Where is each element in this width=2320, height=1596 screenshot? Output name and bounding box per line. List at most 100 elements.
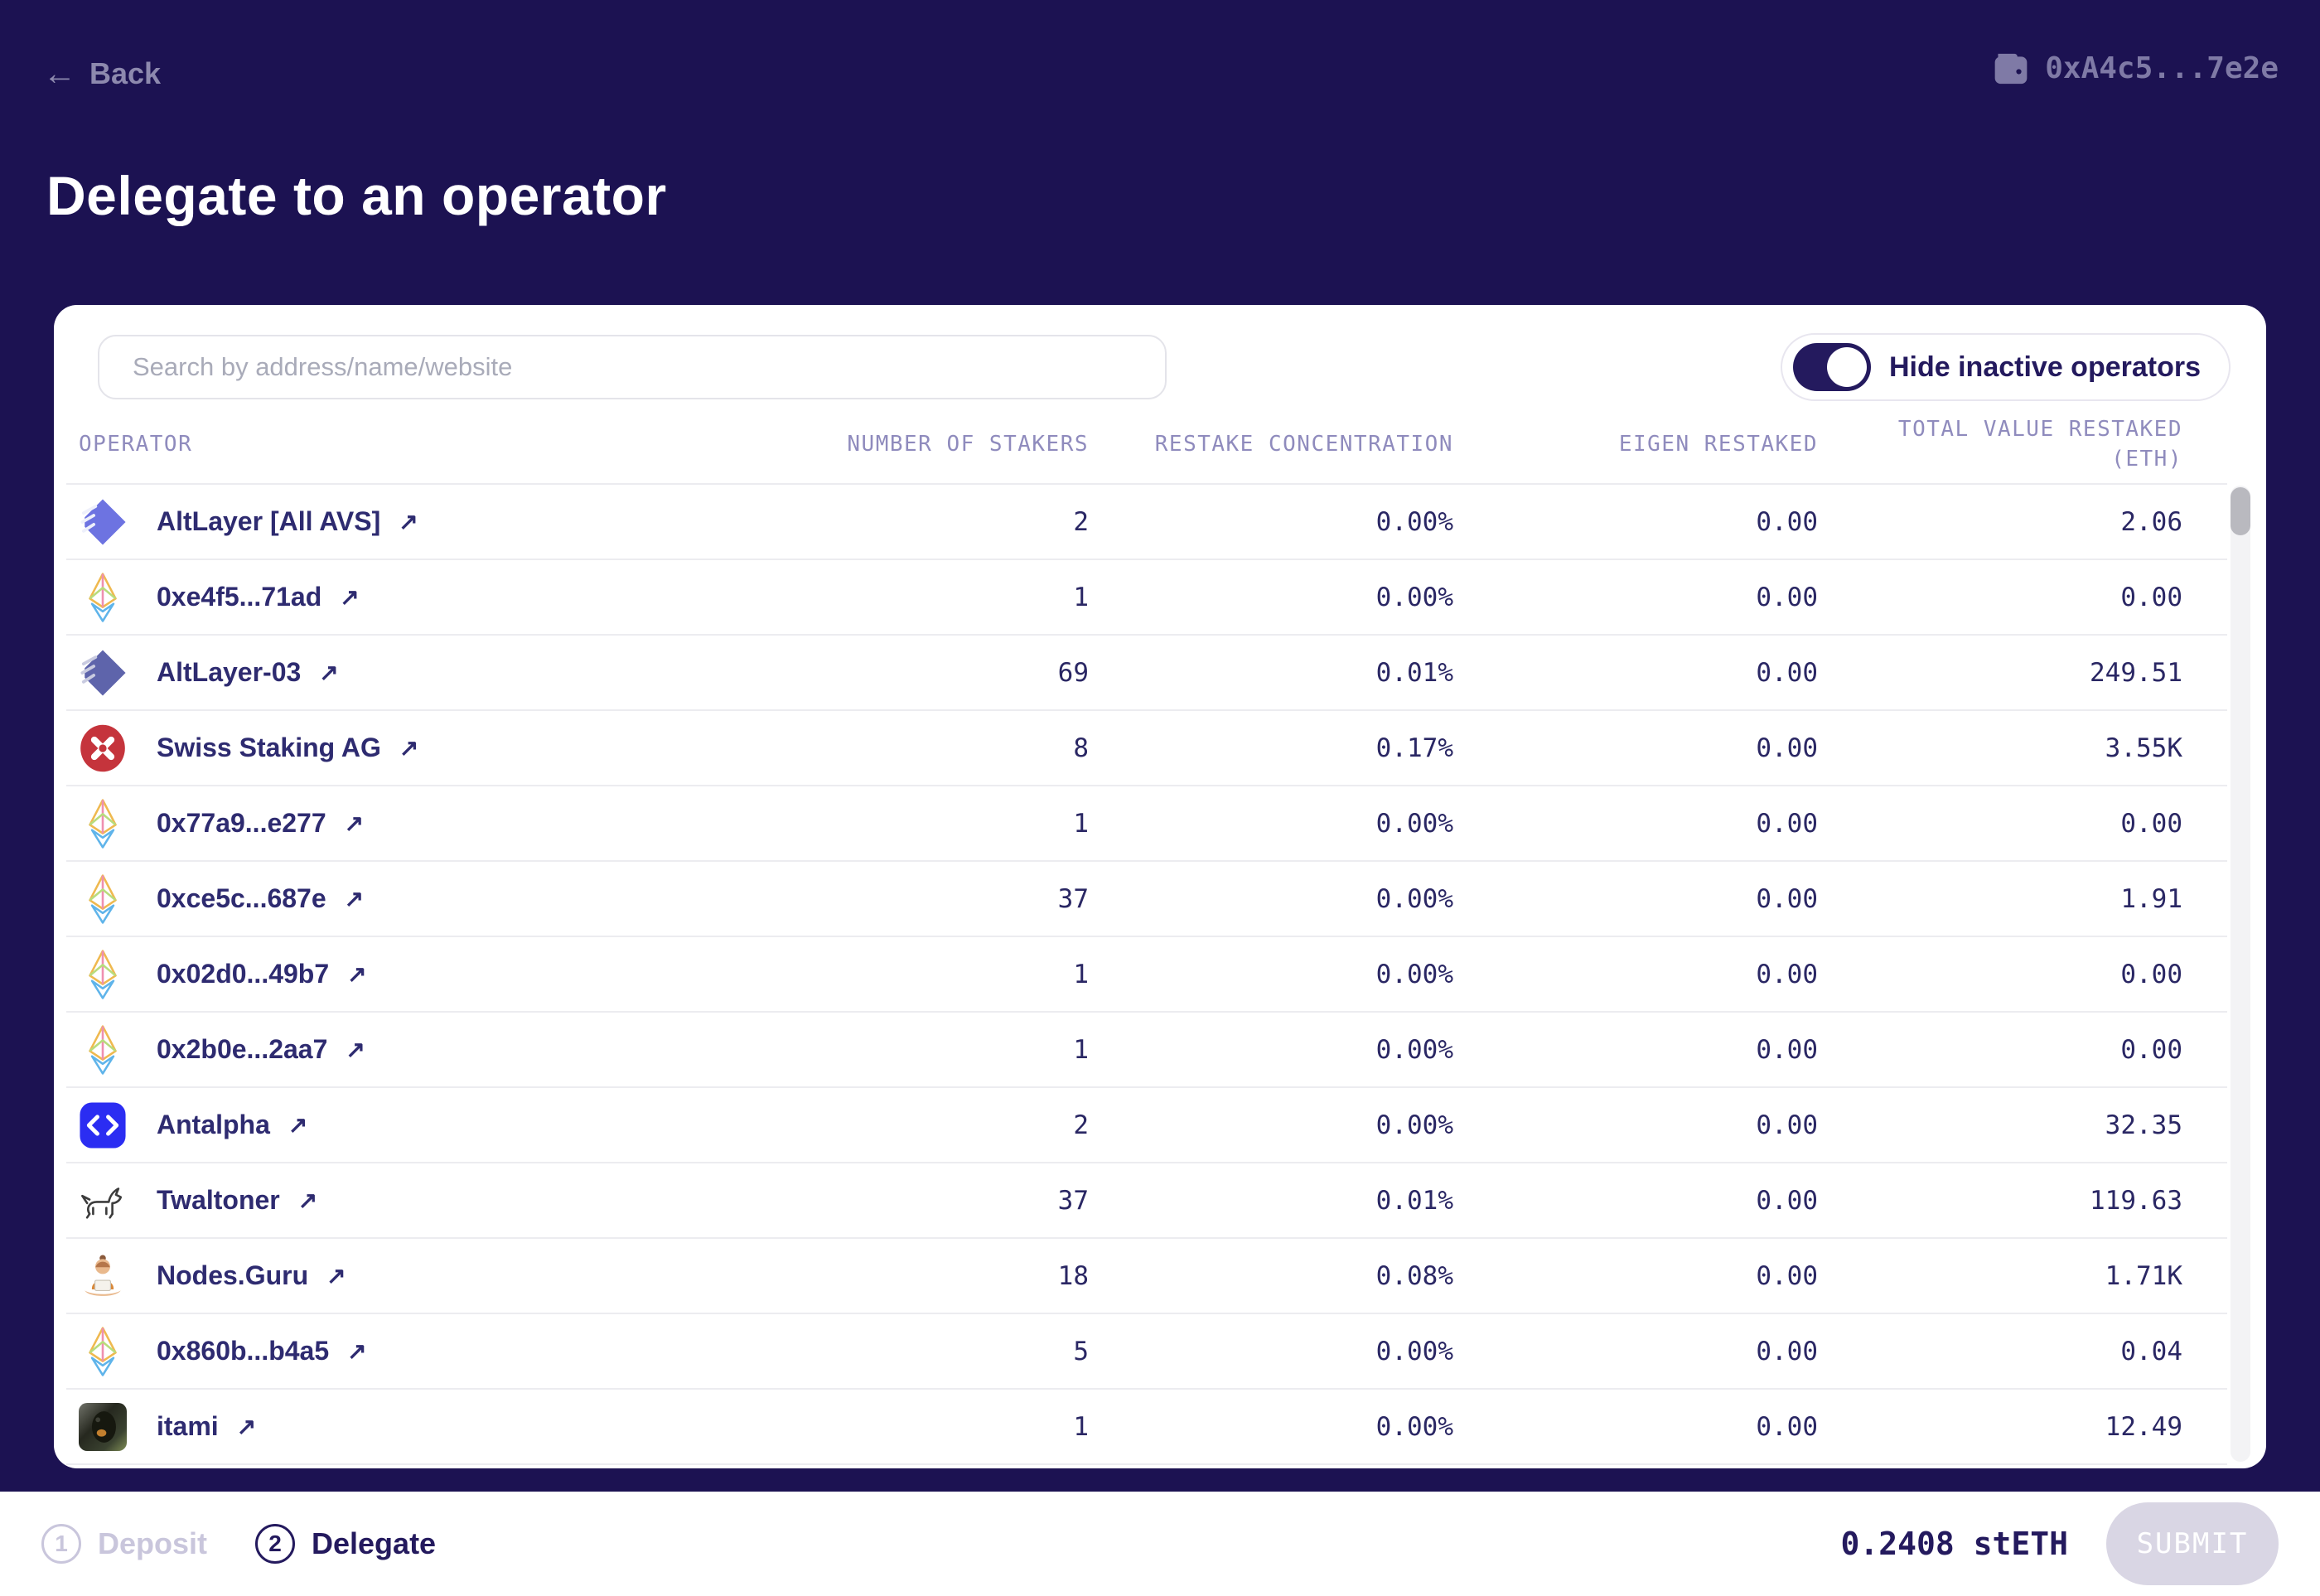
eigen-restaked-value: 0.00 [1756, 808, 1818, 839]
total-value-restaked-value: 249.51 [2090, 657, 2182, 688]
stakers-value: 1 [1073, 808, 1089, 839]
back-button[interactable]: ← Back [43, 56, 161, 91]
table-row[interactable]: 0xe4f5...71ad ↗ 1 0.00% 0.00 0.00 [66, 560, 2227, 636]
wallet-address: 0xA4c5...7e2e [2045, 51, 2279, 85]
eigen-restaked-value: 0.00 [1756, 1336, 1818, 1366]
table-row[interactable]: AltLayer [All AVS] ↗ 2 0.00% 0.00 2.06 [66, 485, 2227, 560]
total-value-restaked-value: 2.06 [2120, 506, 2182, 537]
step-1-circle-icon: 1 [41, 1524, 81, 1564]
swiss-staking-icon [79, 724, 127, 772]
page-title: Delegate to an operator [46, 165, 667, 226]
operator-name-link[interactable]: Antalpha [157, 1110, 270, 1139]
wallet-icon [1994, 53, 2028, 85]
column-header-concentration: RESTAKE CONCENTRATION [1154, 431, 1453, 457]
nodes-guru-icon [79, 1252, 127, 1300]
table-row[interactable]: Twaltoner ↗ 37 0.01% 0.00 119.63 [66, 1163, 2227, 1239]
operator-name-link[interactable]: 0x02d0...49b7 [157, 959, 330, 989]
external-link-icon[interactable]: ↗ [347, 1338, 367, 1364]
eigen-restaked-value: 0.00 [1756, 1185, 1818, 1216]
restake-concentration-value: 0.00% [1375, 808, 1453, 839]
toggle-switch-icon[interactable] [1792, 343, 1871, 391]
total-value-restaked-value: 0.00 [2120, 1034, 2182, 1065]
eigen-restaked-value: 0.00 [1756, 582, 1818, 612]
external-link-icon[interactable]: ↗ [399, 735, 419, 761]
total-value-restaked-value: 3.55K [2105, 733, 2182, 763]
eigen-restaked-value: 0.00 [1756, 506, 1818, 537]
hide-inactive-toggle[interactable]: Hide inactive operators [1780, 333, 2231, 401]
restake-concentration-value: 0.08% [1375, 1260, 1453, 1291]
external-link-icon[interactable]: ↗ [346, 1037, 365, 1062]
eigen-restaked-value: 0.00 [1756, 1260, 1818, 1291]
eigen-restaked-value: 0.00 [1756, 1110, 1818, 1140]
table-row[interactable]: itami ↗ 1 0.00% 0.00 12.49 [66, 1390, 2227, 1465]
operator-name-link[interactable]: 0xe4f5...71ad [157, 582, 322, 612]
step-delegate[interactable]: 2 Delegate [255, 1524, 436, 1564]
restake-concentration-value: 0.00% [1375, 1110, 1453, 1140]
back-arrow-icon: ← [43, 56, 76, 92]
operator-name-link[interactable]: itami [157, 1411, 219, 1441]
table-row[interactable]: Antalpha ↗ 2 0.00% 0.00 32.35 [66, 1088, 2227, 1163]
ethereum-icon [79, 949, 127, 999]
external-link-icon[interactable]: ↗ [319, 660, 339, 685]
operator-name-link[interactable]: 0x860b...b4a5 [157, 1336, 330, 1366]
total-value-restaked-value: 1.91 [2120, 883, 2182, 914]
ethereum-icon [79, 1024, 127, 1075]
stakers-value: 1 [1073, 959, 1089, 989]
external-link-icon[interactable]: ↗ [236, 1414, 257, 1439]
operator-name-link[interactable]: AltLayer [All AVS] [157, 506, 381, 536]
scrollbar-thumb[interactable] [2231, 487, 2250, 535]
table-row[interactable]: Nodes.Guru ↗ 18 0.08% 0.00 1.71K [66, 1239, 2227, 1314]
external-link-icon[interactable]: ↗ [340, 584, 360, 610]
external-link-icon[interactable]: ↗ [347, 961, 367, 987]
search-input[interactable] [98, 335, 1167, 399]
itami-icon [79, 1402, 127, 1451]
stakers-value: 5 [1073, 1336, 1089, 1366]
operator-name-link[interactable]: 0x2b0e...2aa7 [157, 1034, 328, 1064]
restake-concentration-value: 0.00% [1375, 1034, 1453, 1065]
operator-name-link[interactable]: Nodes.Guru [157, 1260, 309, 1290]
stakers-value: 1 [1073, 1411, 1089, 1442]
total-value-restaked-value: 0.00 [2120, 808, 2182, 839]
column-header-total-value: TOTAL VALUE RESTAKED (ETH) [1897, 416, 2182, 472]
stakers-value: 1 [1073, 582, 1089, 612]
ethereum-icon [79, 572, 127, 622]
submit-button[interactable]: SUBMIT [2106, 1502, 2279, 1585]
twaltoner-icon [79, 1177, 127, 1225]
external-link-icon[interactable]: ↗ [344, 886, 365, 912]
operator-panel: Hide inactive operators OPERATOR NUMBER … [54, 305, 2266, 1468]
table-row[interactable]: 0x860b...b4a5 ↗ 5 0.00% 0.00 0.04 [66, 1314, 2227, 1390]
table-row[interactable]: AltLayer-03 ↗ 69 0.01% 0.00 249.51 [66, 636, 2227, 711]
column-header-operator: OPERATOR [79, 431, 193, 457]
vertical-scrollbar[interactable] [2231, 486, 2250, 1462]
restake-concentration-value: 0.00% [1375, 959, 1453, 989]
operator-name-link[interactable]: 0xce5c...687e [157, 883, 326, 913]
table-row[interactable]: 0x2b0e...2aa7 ↗ 1 0.00% 0.00 0.00 [66, 1013, 2227, 1088]
operator-name-link[interactable]: Twaltoner [157, 1185, 280, 1215]
external-link-icon[interactable]: ↗ [399, 509, 418, 534]
table-header-row: OPERATOR NUMBER OF STAKERS RESTAKE CONCE… [79, 411, 2182, 477]
stakers-value: 69 [1057, 657, 1089, 688]
external-link-icon[interactable]: ↗ [326, 1263, 346, 1289]
eigen-restaked-value: 0.00 [1756, 1034, 1818, 1065]
table-row[interactable]: 0x02d0...49b7 ↗ 1 0.00% 0.00 0.00 [66, 937, 2227, 1013]
step-deposit[interactable]: 1 Deposit [41, 1524, 207, 1564]
wallet-chip[interactable]: 0xA4c5...7e2e [1994, 51, 2279, 85]
external-link-icon[interactable]: ↗ [297, 1187, 318, 1213]
table-row[interactable]: 0xce5c...687e ↗ 37 0.00% 0.00 1.91 [66, 862, 2227, 937]
external-link-icon[interactable]: ↗ [344, 810, 365, 836]
ethereum-icon [79, 798, 127, 849]
total-value-restaked-value: 0.00 [2120, 582, 2182, 612]
stake-amount: 0.2408 stETH [1840, 1526, 2068, 1562]
external-link-icon[interactable]: ↗ [288, 1112, 308, 1138]
operator-name-link[interactable]: Swiss Staking AG [157, 733, 381, 762]
step-2-circle-icon: 2 [255, 1524, 296, 1564]
table-row[interactable]: 0x77a9...e277 ↗ 1 0.00% 0.00 0.00 [66, 786, 2227, 862]
operator-name-link[interactable]: 0x77a9...e277 [157, 808, 326, 838]
eigen-restaked-value: 0.00 [1756, 1411, 1818, 1442]
operator-name-link[interactable]: AltLayer-03 [157, 657, 302, 687]
table-row[interactable]: Swiss Staking AG ↗ 8 0.17% 0.00 3.55K [66, 711, 2227, 786]
total-value-restaked-value: 32.35 [2105, 1110, 2182, 1140]
antalpha-icon [79, 1101, 127, 1149]
total-value-restaked-value: 0.00 [2120, 959, 2182, 989]
step-indicator: 1 Deposit 2 Delegate [41, 1524, 436, 1564]
